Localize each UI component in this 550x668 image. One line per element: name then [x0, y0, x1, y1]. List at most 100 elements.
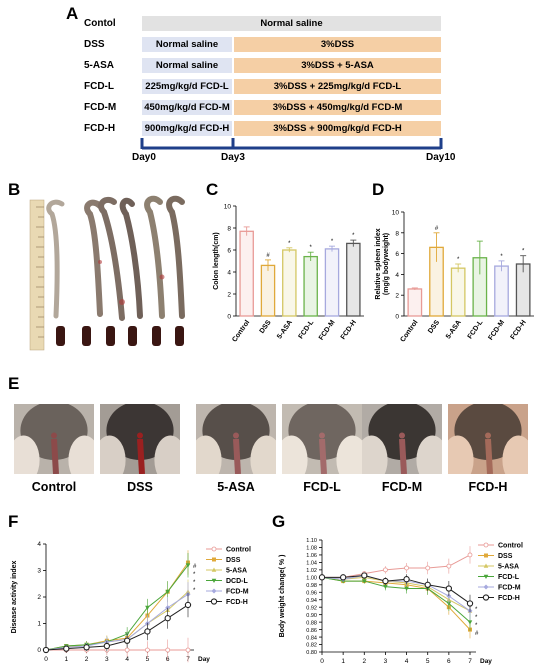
panel-b-colon-photo: [22, 192, 200, 354]
legend-label: FCD-L: [498, 574, 520, 581]
mouse-photo-3: [196, 404, 276, 474]
significance-mark: *: [457, 257, 460, 263]
x-tick-label: DSS: [259, 319, 273, 335]
mouse-photo-2: [100, 404, 180, 474]
group-label: FCD-H: [84, 123, 116, 134]
data-point: [212, 557, 216, 562]
significance-mark: *: [475, 607, 478, 613]
data-point: [83, 644, 90, 651]
mouse-photo-4: [282, 404, 362, 474]
data-point: [185, 647, 191, 653]
x-tick-label: 4: [405, 658, 409, 665]
data-point: [123, 637, 131, 644]
x-tick-label: 2: [85, 656, 89, 663]
x-tick-label: 7: [468, 658, 472, 665]
panel-c-letter: C: [206, 180, 219, 199]
group-photo-label: 5-ASA: [217, 480, 255, 494]
significance-mark: #: [193, 564, 197, 570]
data-point: [144, 628, 151, 635]
x-tick-label: 5: [426, 658, 430, 665]
dai-chart: 0123401234567DayDisease activity indexCo…: [11, 541, 251, 663]
post-period-box: 3%DSS: [234, 37, 441, 52]
data-point: [211, 567, 217, 572]
x-tick-label: 5-ASA: [276, 319, 294, 340]
x-tick-label: Control: [399, 319, 419, 343]
series-line-fcd-h: [45, 604, 189, 651]
post-period-box: 3%DSS + 225mg/kg/d FCD-L: [234, 79, 441, 94]
significance-mark: #: [435, 226, 439, 232]
significance-mark: *: [475, 623, 478, 629]
x-tick-label: 3: [384, 658, 388, 665]
mouse-photo-1: [14, 404, 94, 474]
group-photo-label: FCD-M: [381, 480, 423, 494]
x-tick-label: 5: [146, 656, 150, 663]
x-tick-label: FCD-M: [318, 319, 337, 342]
legend-label: Control: [498, 543, 523, 550]
y-tick-label: 2: [37, 594, 41, 601]
data-point: [211, 546, 217, 552]
group-label: FCD-M: [84, 102, 117, 113]
colon-length-chart: 0 2 4 6 8 10 Control # DSS * 5-ASA * FCD-L * FCD-M * FCD…: [213, 204, 364, 344]
legend-label: 5-ASA: [226, 568, 247, 575]
data-point: [403, 576, 410, 583]
group-label: 5-ASA: [84, 60, 115, 71]
legend-label: FCD-M: [226, 589, 249, 596]
x-tick-label: 1: [341, 658, 345, 665]
x-tick-label: 1: [64, 656, 68, 663]
data-point: [211, 588, 217, 594]
y-tick-label: 8: [227, 226, 231, 233]
data-point: [184, 601, 192, 609]
group-label: DSS: [84, 39, 105, 50]
data-point: [165, 647, 171, 653]
series-line-fcd-m: [321, 574, 471, 612]
legend-label: FCD-H: [498, 595, 520, 602]
significance-mark: *: [309, 245, 312, 251]
x-tick-label: 2: [362, 658, 366, 665]
y-tick-label: 6: [227, 248, 231, 255]
x-tick-label: FCD-H: [340, 319, 358, 341]
y-tick-label: 4: [37, 541, 41, 548]
data-point: [483, 574, 489, 579]
group-photo-label: DSS: [127, 480, 153, 494]
group-label: FCD-L: [84, 81, 114, 92]
x-axis-label: Day: [480, 658, 492, 665]
y-tick-label: 0.96: [306, 590, 317, 596]
data-point: [210, 598, 218, 605]
y-tick-label: 0.86: [306, 628, 317, 634]
y-tick-label: 1.04: [306, 561, 317, 567]
group-photo-label: Control: [31, 480, 77, 494]
data-point: [446, 601, 452, 606]
x-tick-label: 0: [320, 658, 324, 665]
group-photo-label: FCD-H: [468, 480, 508, 494]
bar-5-asa: [282, 249, 297, 317]
y-tick-label: 1.02: [306, 568, 317, 574]
panel-b-letter: B: [8, 180, 21, 199]
data-point: [483, 542, 489, 548]
y-tick-label: 2: [395, 293, 399, 300]
data-point: [404, 565, 409, 571]
x-axis-label: Day: [198, 656, 210, 663]
legend-label: FCD-H: [226, 599, 248, 606]
y-tick-label: 0.90: [306, 613, 317, 619]
data-point: [145, 605, 150, 611]
post-period-box: 3%DSS + 450mg/kg/d FCD-M: [234, 100, 441, 115]
panel-e-letter: E: [8, 374, 20, 393]
data-point: [383, 584, 388, 590]
panel-e-photos: Control DSS 5-ASA FCD-L FCD-M FCD-H: [0, 398, 550, 498]
panel-d-letter: D: [372, 180, 385, 199]
y-tick-label: 3: [37, 568, 41, 575]
y-axis-label: Body weight change( % ): [279, 555, 286, 638]
post-period-box: 3%DSS + 900mg/kg/d FCD-H: [234, 121, 441, 136]
y-tick-label: 0.92: [306, 605, 317, 611]
data-point: [339, 574, 347, 581]
significance-mark: *: [522, 249, 525, 255]
design-row: FCD-H 900mg/kg/d FCD-H 3%DSS + 900mg/kg/d …: [0, 121, 550, 142]
bar-fcd-m: [494, 265, 509, 317]
y-tick-label: 0.88: [306, 620, 317, 626]
data-point: [103, 642, 111, 650]
significance-mark: *: [331, 239, 334, 245]
data-point: [165, 589, 171, 595]
series-line-dcd-l: [45, 564, 189, 651]
timeline-day3: Day3: [221, 152, 245, 163]
pre-period-box: Normal saline: [142, 58, 232, 73]
